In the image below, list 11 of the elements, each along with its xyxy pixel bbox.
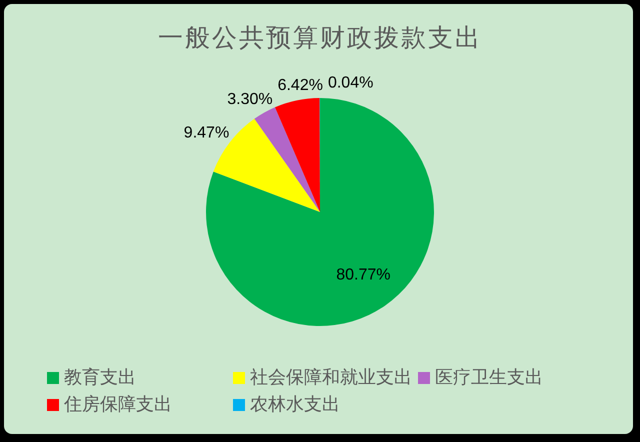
legend-label: 社会保障和就业支出	[250, 367, 412, 389]
data-label: 3.30%	[227, 90, 273, 108]
chart-title: 一般公共预算财政拨款支出	[157, 22, 483, 54]
data-label: 9.47%	[184, 124, 230, 142]
legend-label: 农林水支出	[250, 394, 340, 416]
legend-label: 医疗卫生支出	[435, 367, 543, 389]
legend-label: 住房保障支出	[64, 394, 172, 416]
legend-label: 教育支出	[64, 367, 136, 389]
data-label: 6.42%	[278, 77, 323, 94]
data-label: 0.04%	[328, 74, 374, 92]
data-label: 80.77%	[336, 266, 391, 284]
